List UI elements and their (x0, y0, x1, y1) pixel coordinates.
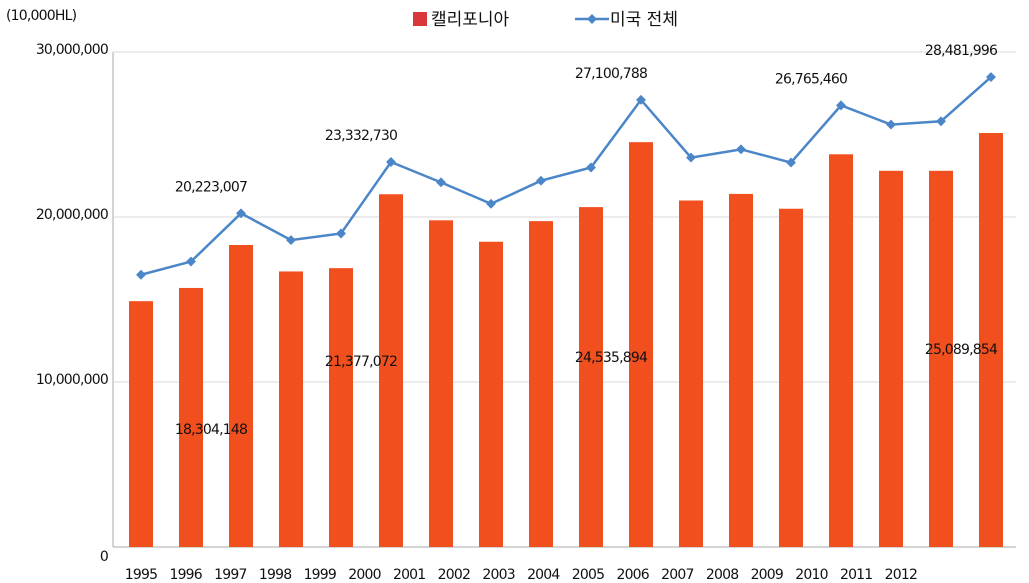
x-tick-label: 2003 (482, 567, 514, 583)
bar (829, 154, 853, 548)
x-tick-label: 2001 (393, 567, 425, 583)
bar (929, 170, 953, 548)
line-marker (236, 208, 246, 219)
line-value-label: 23,332,730 (325, 128, 397, 144)
x-tick-label: 2005 (572, 567, 604, 583)
x-tick-label: 2011 (840, 567, 872, 583)
bar-value-label: 24,535,894 (575, 350, 648, 366)
bar (729, 193, 753, 547)
line-value-label: 26,765,460 (775, 71, 847, 87)
line-value-label: 28,481,996 (925, 43, 998, 59)
bar (279, 271, 303, 547)
y-tick-label: 10,000,000 (36, 372, 108, 388)
line-marker (886, 119, 896, 130)
x-tick-label: 2006 (616, 567, 649, 583)
bar-value-label: 21,377,072 (325, 354, 397, 370)
bar (479, 241, 503, 547)
line-marker (336, 228, 346, 239)
line-marker (786, 157, 796, 168)
bar (779, 208, 803, 547)
bar (129, 301, 153, 547)
bar (179, 287, 203, 547)
y-tick-label: 20,000,000 (36, 207, 108, 223)
bar (329, 268, 353, 547)
legend-label: 캘리포니아 (431, 10, 510, 30)
x-tick-label: 1995 (125, 567, 157, 583)
line-marker (136, 269, 146, 280)
line-marker (586, 162, 596, 173)
unit-label: (10,000HL) (6, 8, 77, 24)
legend-marker (587, 14, 597, 24)
line-marker (436, 177, 446, 188)
bar (529, 221, 553, 547)
x-tick-label: 1996 (169, 567, 202, 583)
bar (379, 194, 403, 547)
legend-label: 미국 전체 (610, 10, 678, 30)
line-marker (736, 144, 746, 155)
line-marker (386, 157, 396, 167)
y-tick-label: 30,000,000 (36, 42, 108, 58)
line-marker (986, 72, 996, 82)
line-marker (536, 175, 546, 186)
bar (579, 207, 603, 547)
line-value-label: 20,223,007 (175, 179, 247, 195)
line-marker (286, 235, 296, 246)
x-tick-label: 2010 (795, 567, 827, 583)
x-tick-label: 2000 (348, 567, 380, 583)
x-tick-label: 2012 (885, 567, 917, 583)
line (140, 76, 992, 276)
x-tick-label: 2009 (751, 567, 783, 583)
x-tick-label: 2004 (527, 567, 560, 583)
bar (429, 220, 453, 548)
line-marker (936, 116, 946, 127)
x-tick-label: 2002 (438, 567, 470, 583)
legend-swatch (413, 12, 427, 26)
bar (629, 142, 653, 547)
line-marker (486, 198, 496, 209)
bar (979, 133, 1003, 548)
x-tick-label: 2007 (661, 567, 693, 583)
x-tick-label: 1998 (259, 567, 291, 583)
bar (679, 200, 703, 547)
bar-value-label: 25,089,854 (925, 342, 998, 358)
x-tick-label: 1999 (304, 567, 336, 583)
line-value-label: 27,100,788 (575, 66, 647, 82)
x-tick-label: 1997 (214, 567, 246, 583)
bar (879, 170, 903, 548)
bar-value-label: 18,304,148 (175, 422, 247, 438)
line-marker (186, 256, 196, 267)
line-marker (636, 94, 646, 105)
y-tick-label: 0 (100, 549, 108, 565)
line-marker (686, 152, 696, 163)
x-tick-label: 2008 (706, 567, 738, 583)
line-marker (836, 100, 846, 111)
bar (229, 244, 253, 547)
